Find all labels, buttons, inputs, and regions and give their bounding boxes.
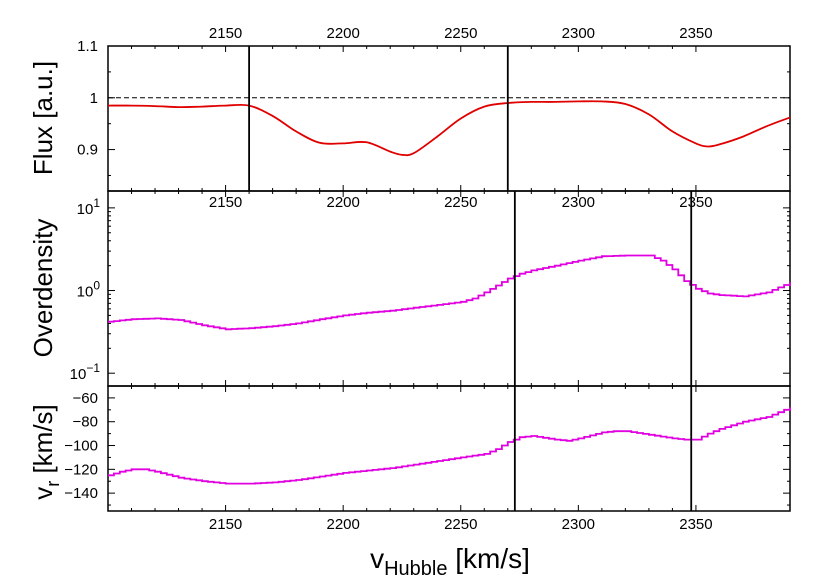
- velocity-y-tick-label: −60: [73, 390, 98, 407]
- overdensity-x-tick-label: 2150: [209, 194, 242, 211]
- overdensity-x-tick-label: 2300: [562, 194, 595, 211]
- flux-y-tick-label: 1: [90, 90, 98, 107]
- velocity-y-axis-title-main: v: [28, 487, 58, 500]
- overdensity-y-axis-title: Overdensity: [28, 219, 58, 358]
- velocity-y-tick-label: −100: [64, 438, 98, 455]
- velocity-x-tick-label: 2200: [326, 516, 359, 533]
- overdensity-y-tick-exponent: 0: [93, 279, 100, 293]
- velocity-y-tick-label: −140: [64, 485, 98, 502]
- overdensity-y-tick-base: 10: [77, 201, 94, 218]
- velocity-panel: 2150 2200 2250 2300 2350 −140 −120 −100 −80 −60: [64, 385, 791, 533]
- flux-panel: 2150 2200 2250 2300 2350 0.9 1 1.1: [77, 25, 791, 192]
- overdensity-y-tick-label: 10−1: [70, 361, 101, 383]
- overdensity-y-tick-base: 10: [77, 284, 94, 301]
- overdensity-y-tick-label: 101: [77, 196, 101, 218]
- overdensity-y-tick-base: 10: [70, 366, 87, 383]
- flux-x-tick-label: 2200: [326, 25, 359, 42]
- velocity-x-tick-label: 2150: [209, 516, 242, 533]
- overdensity-x-tick-label: 2350: [679, 194, 712, 211]
- flux-series-line: [107, 100, 791, 157]
- velocity-y-axis-title: vr [km/s]: [28, 404, 63, 500]
- x-axis-title-sub: Hubble: [384, 558, 447, 580]
- flux-y-axis-title: Flux [a.u.]: [28, 61, 58, 175]
- flux-y-tick-label: 0.9: [77, 142, 98, 159]
- x-axis-title: vHubble [km/s]: [370, 543, 530, 580]
- velocity-y-axis-title-sub: r: [43, 481, 63, 487]
- overdensity-plot-frame: [107, 190, 791, 387]
- velocity-plot-frame: [107, 385, 791, 512]
- overdensity-series-line: [108, 254, 791, 331]
- flux-plot-frame: [107, 45, 791, 192]
- x-axis-title-rest: [km/s]: [447, 543, 529, 574]
- velocity-y-axis-title-rest: [km/s]: [28, 404, 58, 481]
- flux-x-tick-label: 2350: [679, 25, 712, 42]
- velocity-y-tick-label: −120: [64, 461, 98, 478]
- velocity-x-tick-label: 2250: [444, 516, 477, 533]
- overdensity-x-tick-label: 2200: [326, 194, 359, 211]
- overdensity-x-tick-label: 2250: [444, 194, 477, 211]
- overdensity-y-tick-label: 100: [77, 279, 101, 301]
- x-axis-title-main: v: [370, 543, 384, 574]
- velocity-x-tick-label: 2350: [679, 516, 712, 533]
- velocity-y-tick-label: −80: [73, 414, 98, 431]
- flux-x-tick-label: 2150: [209, 25, 242, 42]
- overdensity-y-tick-exponent: 1: [93, 196, 100, 210]
- velocity-series-line: [108, 407, 791, 485]
- flux-x-tick-label: 2250: [444, 25, 477, 42]
- flux-x-tick-label: 2300: [562, 25, 595, 42]
- flux-y-tick-label: 1.1: [77, 38, 98, 55]
- overdensity-y-tick-exponent: −1: [86, 361, 100, 375]
- velocity-x-tick-label: 2300: [562, 516, 595, 533]
